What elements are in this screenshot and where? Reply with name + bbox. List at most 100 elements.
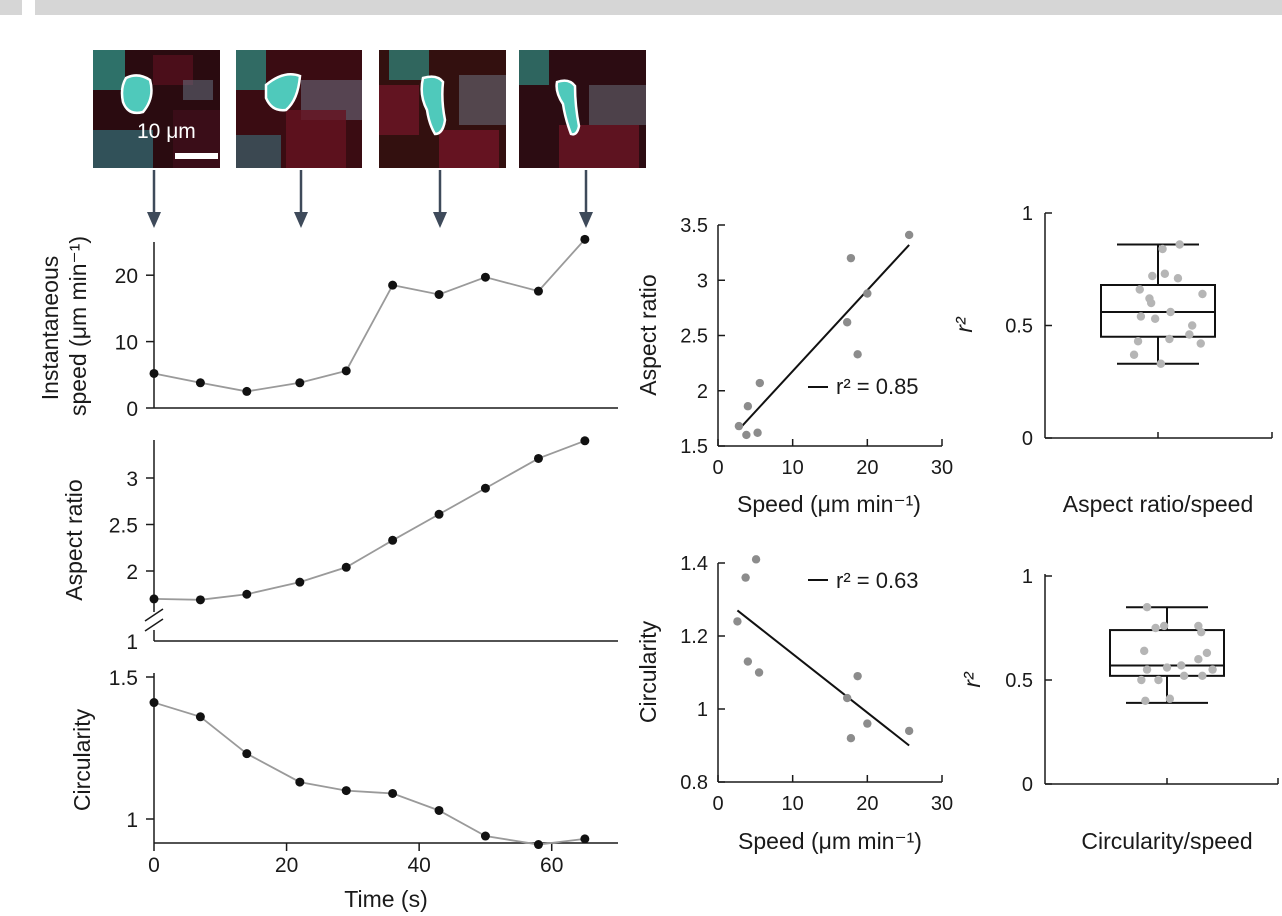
speed-point-9 (580, 234, 590, 244)
box-points (1129, 240, 1207, 368)
arrow-frame-4 (579, 170, 593, 228)
scatter-point-5 (842, 693, 852, 703)
y-tick-label-0: 0.8 (680, 772, 708, 794)
y-tick-label-3: 1.4 (680, 553, 708, 575)
regression-line (736, 609, 910, 747)
box-point-15 (1185, 330, 1194, 339)
y-tick-label-1: 0.5 (1005, 670, 1033, 692)
circularity-series-points (149, 698, 590, 850)
x-tick-label-1: 20 (275, 854, 298, 877)
y-tick-label-0: 0 (1022, 428, 1033, 450)
y-ticks: 0 10 20 (115, 265, 154, 421)
axis-break-mark-2 (144, 618, 164, 632)
box (1109, 606, 1225, 704)
scatter-point-0 (733, 617, 742, 626)
aspect-speed-ylabel: Aspect ratio (635, 274, 661, 395)
circularity-point-4 (341, 786, 351, 796)
box-point-9 (1177, 661, 1186, 670)
box-point-4 (1197, 627, 1206, 637)
speed-point-6 (434, 289, 444, 299)
scatter-point-1 (742, 430, 751, 440)
scatter-point-4 (754, 668, 764, 677)
x-tick-label-2: 20 (856, 457, 878, 479)
box-point-7 (1198, 289, 1207, 299)
y-tick-label-4: 3.5 (680, 215, 708, 237)
x-ticks: 0 10 20 30 (712, 439, 953, 479)
y-ticks: 11.5 (109, 667, 154, 832)
circularity-point-1 (195, 712, 205, 722)
box-point-18 (1156, 359, 1166, 368)
x-tick-label-3: 30 (931, 457, 953, 479)
speed-series-line (153, 238, 586, 393)
speed-point-5 (388, 280, 398, 290)
box-point-7 (1194, 655, 1203, 664)
microscopy-frame-4 (519, 50, 646, 168)
box-point-0 (1142, 603, 1152, 612)
scatter-point-0 (734, 421, 744, 431)
aspect-speed-xlabel: Speed (μm min⁻¹) (737, 491, 921, 517)
y-tick-label-0: 1 (126, 631, 138, 654)
regression-line (738, 244, 910, 431)
box-aspect-label: Aspect ratio/speed (1063, 491, 1254, 517)
scatter-point-5 (842, 318, 852, 327)
scatter-point-8 (863, 289, 872, 298)
circularity-series-line (153, 701, 585, 846)
aspect-point-3 (295, 577, 305, 587)
box-point-3 (1160, 269, 1170, 278)
aspect-series-line (153, 439, 586, 601)
x-tick-label-3: 30 (931, 793, 953, 815)
header-bar (0, 0, 1282, 15)
box-point-3 (1194, 621, 1203, 631)
y-tick-label-1: 2 (126, 561, 138, 584)
x-tick-label-1: 10 (782, 457, 804, 479)
y-tick-label-2: 1.2 (680, 626, 708, 648)
box-point-15 (1198, 671, 1207, 681)
box-point-9 (1166, 307, 1175, 317)
microscopy-frame-3 (379, 50, 506, 168)
y-tick-label-2: 2.5 (680, 326, 708, 348)
speed-point-8 (533, 286, 543, 296)
scatter-point-9 (904, 230, 914, 240)
y-tick-label-3: 3 (697, 270, 708, 292)
aspect-point-2 (242, 589, 252, 599)
scatter-point-3 (751, 555, 761, 564)
circularity-time-ylabel: Circularity (69, 708, 95, 811)
arrow-frame-2 (294, 170, 308, 228)
x-tick-label-2: 20 (856, 793, 878, 815)
scatter-point-8 (863, 719, 872, 728)
box-point-1 (1175, 240, 1184, 249)
box-point-8 (1142, 665, 1152, 674)
circularity-point-5 (388, 788, 398, 798)
aspect-point-5 (388, 535, 398, 545)
box-point-4 (1173, 274, 1183, 283)
circularity-point-8 (533, 840, 543, 850)
scatter-point-6 (846, 253, 856, 263)
box-point-8 (1146, 298, 1156, 308)
x-tick-label-0: 0 (148, 854, 160, 877)
r-squared-annotation: r² = 0.85 (836, 374, 919, 399)
box-aspect-ylabel: r² (951, 316, 977, 333)
aspect-point-4 (341, 562, 351, 572)
circularity-point-9 (580, 834, 590, 844)
y-tick-label-1: 10 (115, 332, 138, 355)
box-point-16 (1141, 696, 1150, 705)
iqr-box (1100, 284, 1216, 338)
box-point-6 (1202, 648, 1212, 658)
y-tick-label-2: 20 (115, 265, 138, 288)
aspect-point-7 (480, 483, 490, 493)
circularity-point-6 (434, 805, 444, 815)
aspect-point-6 (434, 509, 444, 519)
x-tick-label-0: 0 (712, 793, 723, 815)
box-point-17 (1196, 339, 1205, 348)
box-point-1 (1151, 623, 1160, 633)
box-point-17 (1165, 694, 1175, 703)
scatter-point-7 (853, 671, 862, 681)
box-point-14 (1179, 671, 1189, 681)
box-point-13 (1133, 337, 1143, 346)
box-point-11 (1208, 665, 1217, 674)
box-point-5 (1140, 646, 1149, 656)
scatter-point-1 (741, 573, 750, 582)
aspect-point-1 (195, 595, 205, 605)
speed-series-points (149, 234, 590, 396)
